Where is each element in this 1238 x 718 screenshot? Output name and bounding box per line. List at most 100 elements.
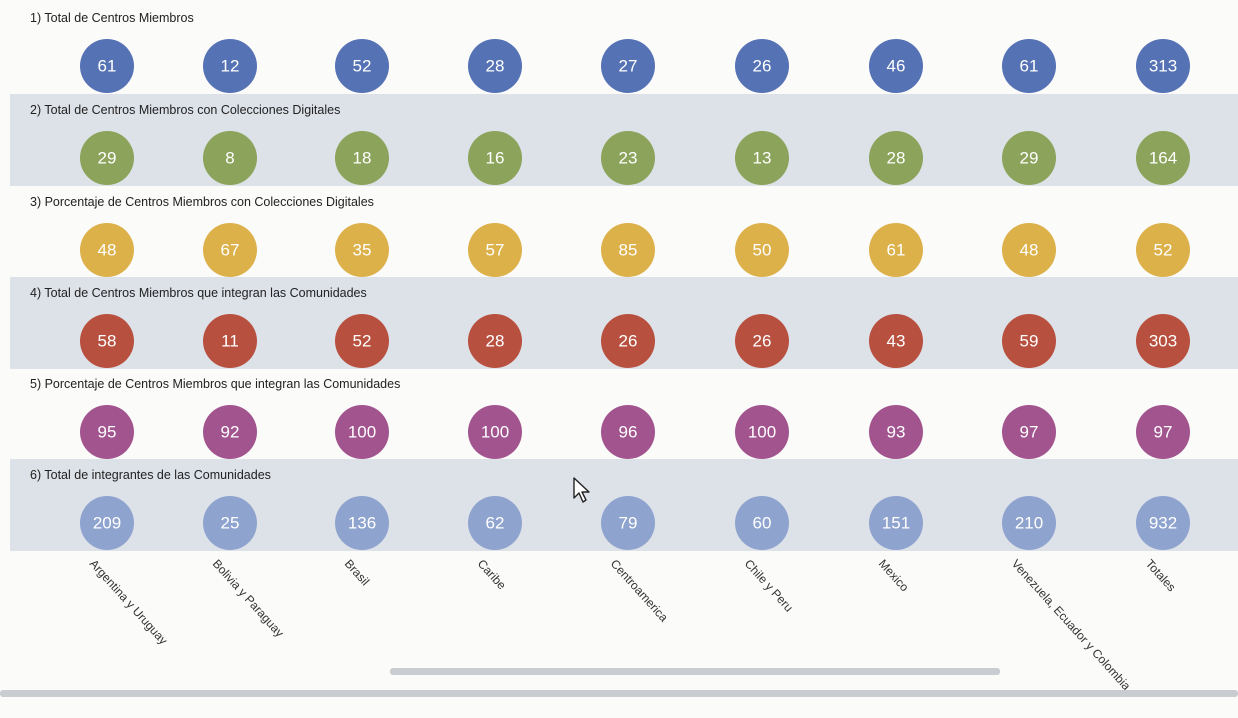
category-label: Chile y Peru [742, 557, 796, 615]
bubble-value: 23 [619, 149, 638, 168]
category-label: Argentina y Uruguay [87, 557, 171, 648]
category-label: Centroamerica [608, 557, 671, 625]
bubble [80, 405, 134, 459]
category-label: Totales [1143, 557, 1179, 595]
bubble [1002, 131, 1056, 185]
bubble [1002, 223, 1056, 277]
bubble [335, 223, 389, 277]
bubble-value: 59 [1020, 332, 1039, 351]
bubble [80, 223, 134, 277]
bubble [203, 39, 257, 93]
bubble [735, 405, 789, 459]
bubble [335, 314, 389, 368]
bubble-value: 26 [753, 332, 772, 351]
bubbles: 61 12 52 28 27 26 46 61 313 29 8 18 16 23 13 28 29 164 48 6… [80, 39, 1190, 550]
bubble [735, 314, 789, 368]
bubble [601, 39, 655, 93]
bubble-value: 92 [221, 423, 240, 442]
bubble [203, 314, 257, 368]
bubble [1002, 39, 1056, 93]
bubble [468, 496, 522, 550]
bubble-value: 18 [353, 149, 372, 168]
bubble-value: 13 [753, 149, 772, 168]
bubble-value: 28 [486, 57, 505, 76]
bubble-value: 209 [93, 514, 121, 533]
bubble-value: 29 [98, 149, 117, 168]
bubble [869, 405, 923, 459]
row-title: 2) Total de Centros Miembros con Colecci… [30, 103, 340, 117]
bubble-value: 210 [1015, 514, 1043, 533]
bubble-value: 52 [353, 332, 372, 351]
bubble [468, 39, 522, 93]
bubble-value: 97 [1154, 423, 1173, 442]
bubble-value: 27 [619, 57, 638, 76]
row-title: 1) Total de Centros Miembros [30, 11, 194, 25]
bubble [80, 39, 134, 93]
bubble-value: 61 [98, 57, 117, 76]
bubble [335, 496, 389, 550]
category-label: Bolivia y Paraguay [210, 557, 287, 640]
row-title: 6) Total de integrantes de las Comunidad… [30, 468, 271, 482]
bubble-value: 60 [753, 514, 772, 533]
bubble-value: 62 [486, 514, 505, 533]
bubble-value: 96 [619, 423, 638, 442]
row-title: 4) Total de Centros Miembros que integra… [30, 286, 367, 300]
bubble-value: 303 [1149, 332, 1177, 351]
row-title: 5) Porcentaje de Centros Miembros que in… [30, 377, 400, 391]
bubble [1136, 314, 1190, 368]
row-titles: 1) Total de Centros Miembros 2) Total de … [30, 11, 400, 482]
bubble [203, 496, 257, 550]
bubble-value: 136 [348, 514, 376, 533]
row-title: 3) Porcentaje de Centros Miembros con Co… [30, 195, 374, 209]
bubble-value: 16 [486, 149, 505, 168]
bubble-value: 164 [1149, 149, 1177, 168]
bubble-value: 48 [1020, 241, 1039, 260]
category-label: Venezuela, Ecuador y Colombia [1009, 557, 1134, 694]
bubble [601, 131, 655, 185]
bubble-value: 57 [486, 241, 505, 260]
bubble [601, 496, 655, 550]
bubble-value: 79 [619, 514, 638, 533]
bubble [869, 496, 923, 550]
bubble [80, 131, 134, 185]
bubble [468, 131, 522, 185]
bubble-value: 97 [1020, 423, 1039, 442]
bubble [335, 131, 389, 185]
bleed-through-text [0, 668, 1238, 697]
bubble [1136, 131, 1190, 185]
bubble-value: 8 [225, 149, 234, 168]
category-label: Caribe [475, 557, 509, 593]
bubble-value: 932 [1149, 514, 1177, 533]
bubble [1002, 314, 1056, 368]
bubble [80, 496, 134, 550]
bubble [1136, 223, 1190, 277]
bubble-value: 52 [353, 57, 372, 76]
bubble-value: 25 [221, 514, 240, 533]
bubble-value: 26 [619, 332, 638, 351]
bubble [468, 314, 522, 368]
bubble [1136, 405, 1190, 459]
bubble-value: 100 [348, 423, 376, 442]
bubble [601, 223, 655, 277]
bubble-value: 29 [1020, 149, 1039, 168]
bubble-value: 100 [748, 423, 776, 442]
bubble [869, 223, 923, 277]
bubble [468, 405, 522, 459]
bubble [335, 405, 389, 459]
bubble-value: 95 [98, 423, 117, 442]
bubble [1136, 496, 1190, 550]
bubble-value: 61 [887, 241, 906, 260]
bubble-value: 50 [753, 241, 772, 260]
bubble-value: 313 [1149, 57, 1177, 76]
bubble-value: 67 [221, 241, 240, 260]
bubble [735, 496, 789, 550]
category-label: Brasil [342, 557, 372, 589]
category-label: Mexico [876, 557, 912, 595]
bubble [468, 223, 522, 277]
bubble-value: 11 [221, 332, 239, 351]
bubble-value: 151 [882, 514, 910, 533]
bubble [203, 223, 257, 277]
bubble [869, 39, 923, 93]
bubble-value: 48 [98, 241, 117, 260]
